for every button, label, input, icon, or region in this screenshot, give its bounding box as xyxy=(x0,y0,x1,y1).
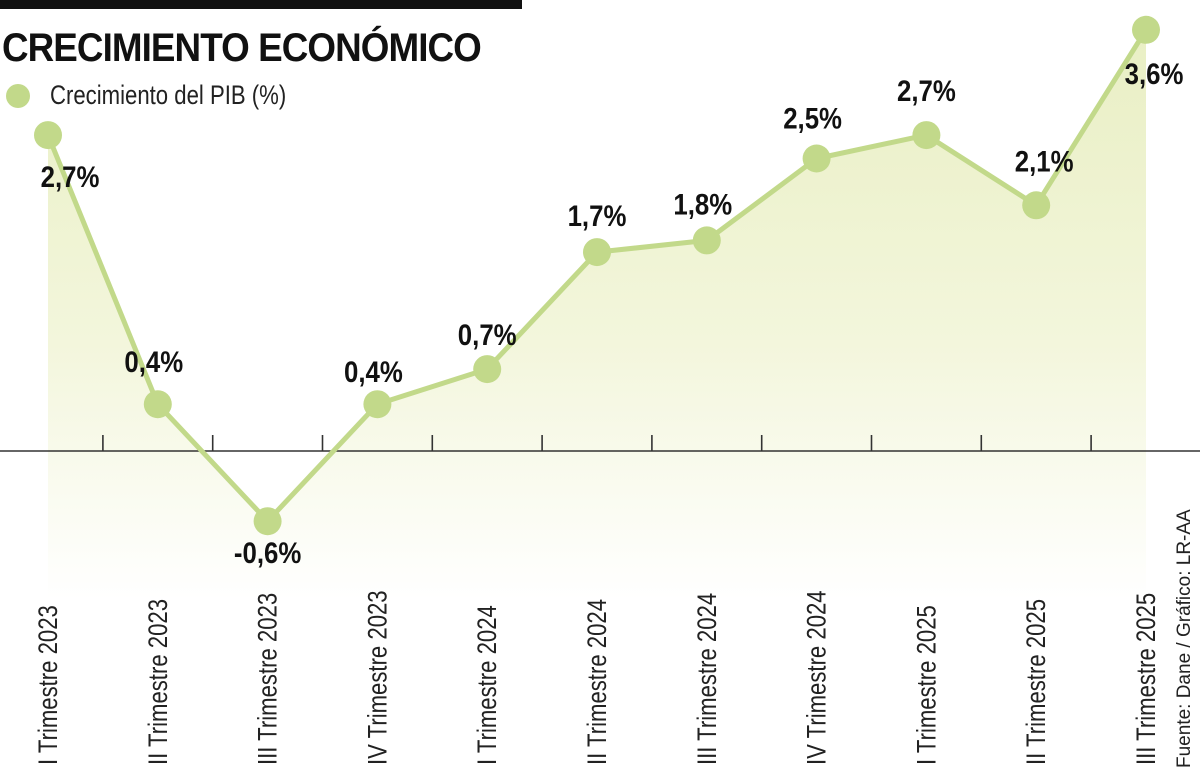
source-note: Fuente: Dane / Gráfico: LR-AA xyxy=(1174,509,1195,768)
value-label: 1,7% xyxy=(568,199,627,232)
area-fill xyxy=(48,29,1146,601)
category-label: I Trimestre 2025 xyxy=(912,605,942,765)
legend: Crecimiento del PIB (%) xyxy=(6,80,338,111)
data-point xyxy=(34,121,62,150)
chart-title: CRECIMIENTO ECONÓMICO xyxy=(2,26,482,70)
category-label: II Trimestre 2024 xyxy=(583,599,613,765)
data-point xyxy=(143,390,172,419)
value-label: 2,7% xyxy=(897,74,956,107)
value-label: 2,1% xyxy=(1015,144,1074,177)
value-label: 0,7% xyxy=(458,318,517,351)
data-point xyxy=(583,238,611,267)
legend-marker-icon xyxy=(6,83,30,108)
top-rule xyxy=(0,0,522,9)
category-label: IV Trimestre 2024 xyxy=(803,590,833,765)
legend-label: Crecimiento del PIB (%) xyxy=(50,80,287,110)
category-label: II Trimestre 2023 xyxy=(144,599,174,765)
data-point xyxy=(253,507,282,536)
category-label: II Trimestre 2025 xyxy=(1022,599,1052,765)
data-point xyxy=(363,390,392,419)
data-point xyxy=(912,121,941,150)
data-point xyxy=(802,144,831,173)
category-label: III Trimestre 2025 xyxy=(1132,593,1162,765)
data-point xyxy=(1132,15,1160,44)
value-label: 0,4% xyxy=(344,355,403,388)
category-labels: I Trimestre 2023 II Trimestre 2023 III Tri… xyxy=(34,590,1162,765)
data-point xyxy=(473,355,502,384)
area-path xyxy=(48,29,1146,601)
value-label: 0,4% xyxy=(124,345,183,378)
value-label: 2,7% xyxy=(41,160,100,193)
category-label: III Trimestre 2023 xyxy=(254,593,284,765)
data-point xyxy=(692,226,721,255)
category-label: III Trimestre 2024 xyxy=(693,593,723,765)
value-label: 2,5% xyxy=(783,102,842,135)
category-label: I Trimestre 2024 xyxy=(473,605,503,765)
category-label: IV Trimestre 2023 xyxy=(363,590,393,765)
value-labels: 2,7% 0,4% -0,6% 0,4% 0,7% 1,7% 1,8% 2,5% 2,7% 2,1… xyxy=(41,57,1184,570)
category-label: I Trimestre 2023 xyxy=(34,605,64,765)
data-points xyxy=(34,15,1160,536)
value-label: 1,8% xyxy=(673,188,732,221)
value-label: 3,6% xyxy=(1125,57,1184,90)
data-point xyxy=(1022,191,1051,220)
value-label: -0,6% xyxy=(234,536,301,569)
